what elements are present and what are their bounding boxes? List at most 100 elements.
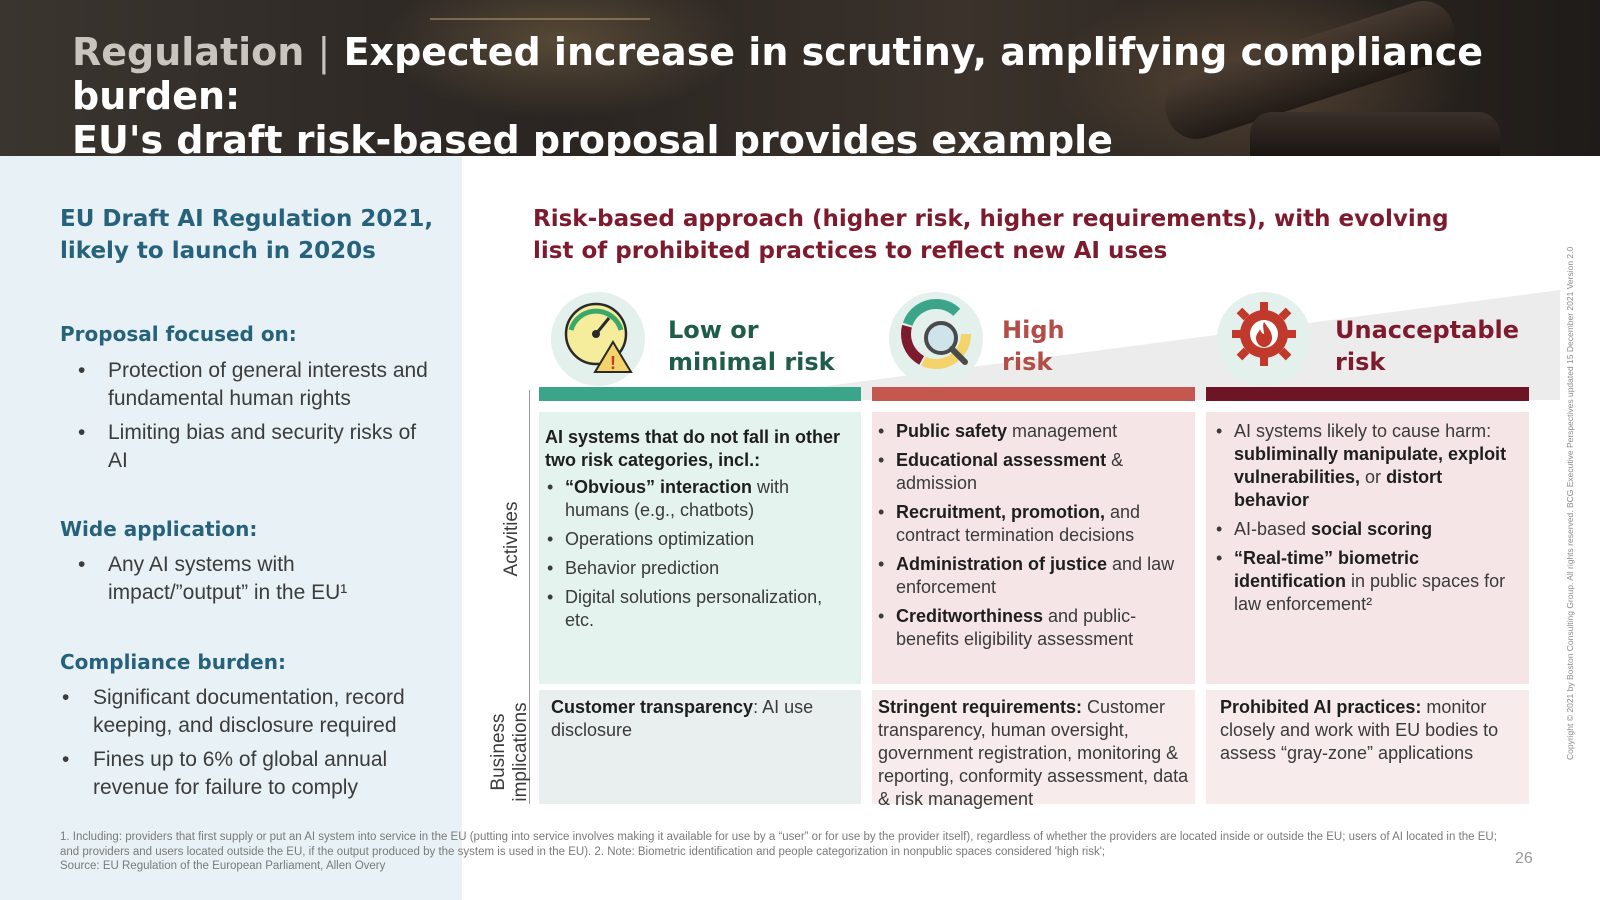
- bold-text: Creditworthiness: [896, 606, 1044, 626]
- item-text: and contract termination decisions: [896, 502, 1141, 545]
- risk-approach-title: Risk-based approach (higher risk, higher…: [533, 206, 1449, 264]
- gear-fire-icon: [1232, 302, 1296, 366]
- list-item: Public safety management: [876, 420, 1189, 443]
- item-text: management: [1007, 421, 1118, 441]
- footnote-text: 1. Including: providers that first suppl…: [60, 831, 1497, 858]
- bold-text: Stringent requirements:: [878, 697, 1083, 717]
- list-item: “Real-time” biometric identification in …: [1214, 547, 1515, 616]
- title-line: minimal risk: [668, 348, 835, 376]
- item-text: Operations optimization: [565, 529, 755, 549]
- list-item: Protection of general interests and fund…: [60, 357, 440, 413]
- page-number: 26: [1515, 850, 1533, 867]
- activities-intro: AI systems that do not fall in other two…: [545, 427, 841, 470]
- item-text: AI-based: [1234, 519, 1312, 539]
- unacceptable-risk-activities-cell: AI systems likely to cause harm: sublimi…: [1206, 412, 1529, 684]
- bold-text: Educational assessment: [896, 450, 1107, 470]
- item-text: Customer transparency, human oversight, …: [878, 697, 1189, 809]
- low-risk-activities-cell: AI systems that do not fall in other two…: [539, 412, 861, 684]
- column-title-unacceptable-risk: Unacceptable risk: [1335, 314, 1519, 378]
- icon-circle: [889, 292, 983, 386]
- title-line: risk: [1335, 348, 1386, 376]
- icon-circle: [1217, 292, 1311, 386]
- list-item: Administration of justice and law enforc…: [876, 553, 1189, 599]
- application-list: Any AI systems with impact/”output” in t…: [60, 551, 440, 613]
- title-line: Low or: [668, 316, 759, 344]
- header-banner: [0, 0, 1600, 156]
- item-text: or: [1360, 467, 1387, 487]
- title-separator: |: [317, 30, 331, 74]
- list-item: Limiting bias and security risks of AI: [60, 419, 440, 475]
- title-line-2: EU's draft risk-based proposal provides …: [72, 118, 1113, 162]
- high-risk-bar: [872, 387, 1195, 401]
- row-label-divider: [529, 390, 530, 804]
- list-item: Operations optimization: [545, 528, 853, 551]
- proposal-list: Protection of general interests and fund…: [60, 357, 440, 481]
- item-text: Behavior prediction: [565, 558, 720, 578]
- section-label: Regulation: [72, 30, 305, 74]
- gauge-warning-icon: !: [564, 302, 633, 373]
- item-text: & admission: [896, 450, 1124, 493]
- low-risk-implications-cell: Customer transparency: AI use disclosure: [539, 690, 861, 804]
- label-line: implications: [510, 702, 531, 802]
- compliance-list: Significant documentation, record keepin…: [60, 684, 440, 808]
- item-text: with humans (e.g., chatbots): [565, 477, 790, 520]
- bold-text: Customer transparency: [551, 697, 754, 717]
- high-risk-activities-cell: Public safety management Educational ass…: [872, 412, 1195, 684]
- item-text: monitor closely and work with EU bodies …: [1220, 697, 1499, 763]
- list-item: AI systems likely to cause harm: sublimi…: [1214, 420, 1515, 512]
- item-text: : AI use disclosure: [551, 697, 814, 740]
- title-line-1: Expected increase in scrutiny, amplifyin…: [72, 30, 1484, 118]
- row-label-activities: Activities: [501, 501, 522, 577]
- bold-text: Prohibited AI practices:: [1220, 697, 1422, 717]
- left-panel-title: EU Draft AI Regulation 2021, likely to l…: [60, 206, 434, 264]
- row-label-business-implications: Business implications: [488, 682, 532, 822]
- item-text: and law enforcement: [896, 554, 1175, 597]
- activities-list: AI systems likely to cause harm: sublimi…: [1214, 420, 1515, 616]
- bold-text: Recruitment, promotion,: [896, 502, 1106, 522]
- svg-text:!: !: [610, 353, 616, 373]
- copyright-notice: Copyright © 2021 by Boston Consulting Gr…: [1565, 246, 1575, 760]
- unacceptable-risk-bar: [1206, 387, 1529, 401]
- sound-block-silhouette: [1250, 112, 1500, 156]
- bold-text: social scoring: [1311, 519, 1433, 539]
- column-title-low-risk: Low or minimal risk: [668, 314, 835, 378]
- high-risk-implications-cell: Stringent requirements: Customer transpa…: [872, 690, 1195, 809]
- activities-list: Public safety management Educational ass…: [876, 420, 1189, 651]
- item-text: and public-benefits eligibility assessme…: [896, 606, 1137, 649]
- item-text: Digital solutions personalization, etc.: [565, 587, 823, 630]
- bold-text: Public safety: [896, 421, 1008, 441]
- list-item: Significant documentation, record keepin…: [60, 684, 440, 740]
- magnifier-chart-icon: [901, 299, 971, 369]
- item-text: AI systems likely to cause harm:: [1234, 421, 1492, 441]
- list-item: Fines up to 6% of global annual revenue …: [60, 746, 440, 802]
- title-line: risk: [1002, 348, 1053, 376]
- low-risk-bar: [539, 387, 861, 401]
- label-line: Business: [488, 713, 509, 791]
- list-item: Any AI systems with impact/”output” in t…: [60, 551, 440, 607]
- source-text: Source: EU Regulation of the European Pa…: [60, 860, 386, 872]
- section-heading: Wide application:: [60, 517, 258, 541]
- list-item: “Obvious” interaction with humans (e.g.,…: [545, 476, 853, 522]
- list-item: Behavior prediction: [545, 557, 853, 580]
- unacceptable-risk-implications-cell: Prohibited AI practices: monitor closely…: [1206, 690, 1529, 804]
- footnote: 1. Including: providers that first suppl…: [60, 830, 1500, 874]
- page-title: Regulation | Expected increase in scruti…: [72, 30, 1522, 162]
- list-item: Educational assessment & admission: [876, 449, 1189, 495]
- icon-circle: !: [551, 292, 645, 386]
- section-heading: Proposal focused on:: [60, 322, 297, 346]
- title-line: Unacceptable: [1335, 316, 1520, 344]
- scale-silhouette: [430, 0, 650, 20]
- bold-text: subliminally manipulate, exploit vulnera…: [1234, 444, 1507, 487]
- title-line: High: [1002, 316, 1065, 344]
- bold-text: Administration of justice: [896, 554, 1108, 574]
- item-text: in public spaces for law enforcement²: [1234, 571, 1506, 614]
- list-item: Creditworthiness and public-benefits eli…: [876, 605, 1189, 651]
- list-item: Recruitment, promotion, and contract ter…: [876, 501, 1189, 547]
- bold-text: “Real-time” biometric identification: [1234, 548, 1420, 591]
- bold-text: distort behavior: [1234, 467, 1443, 510]
- activities-list: “Obvious” interaction with humans (e.g.,…: [545, 476, 853, 632]
- list-item: Digital solutions personalization, etc.: [545, 586, 853, 632]
- section-heading: Compliance burden:: [60, 650, 286, 674]
- bold-text: “Obvious” interaction: [565, 477, 753, 497]
- column-title-high-risk: High risk: [1002, 314, 1065, 378]
